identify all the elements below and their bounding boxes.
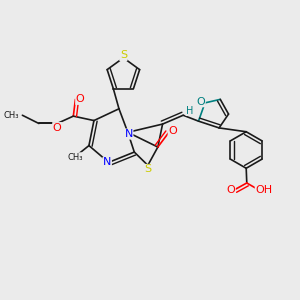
Text: CH₃: CH₃ <box>4 111 20 120</box>
Text: N: N <box>124 129 133 139</box>
Text: CH₃: CH₃ <box>67 153 83 162</box>
Text: O: O <box>226 185 235 195</box>
Text: H: H <box>186 106 193 116</box>
Text: N: N <box>103 158 111 167</box>
Text: S: S <box>120 50 127 61</box>
Text: O: O <box>168 126 177 136</box>
Text: O: O <box>196 97 205 107</box>
Text: O: O <box>53 123 62 133</box>
Text: S: S <box>145 164 152 174</box>
Text: OH: OH <box>255 185 272 195</box>
Text: O: O <box>76 94 85 104</box>
